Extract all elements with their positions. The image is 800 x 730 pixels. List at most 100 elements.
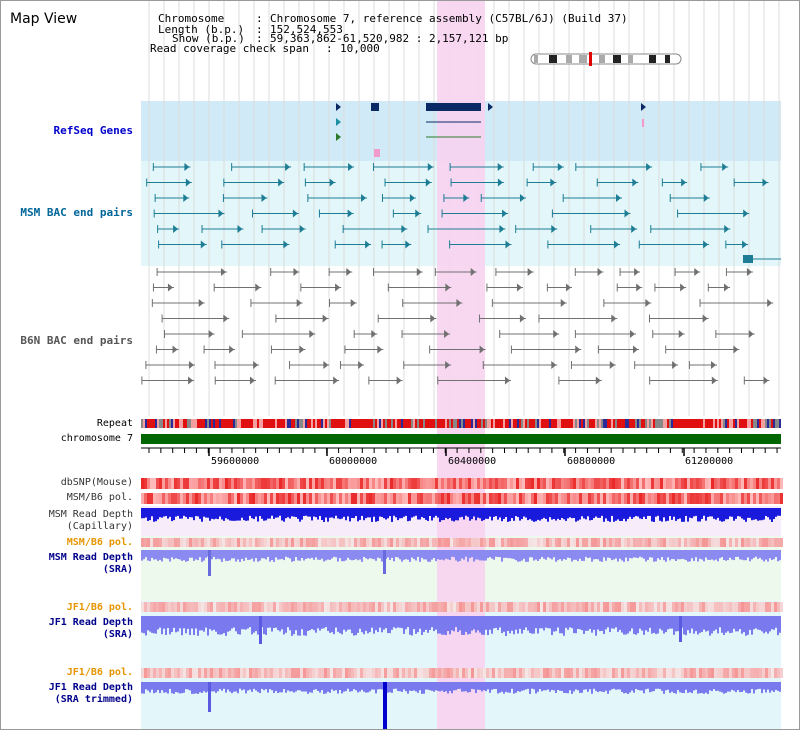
polymorphism-heat-cell (603, 602, 606, 612)
read-depth-bar (585, 508, 587, 520)
repeat-segment (191, 419, 193, 428)
bac-end-arrow-icon (614, 240, 620, 249)
read-depth-bar (333, 616, 335, 635)
polymorphism-heat-cell (774, 493, 777, 504)
polymorphism-heat-cell (366, 478, 369, 489)
polymorphism-heat-cell (351, 668, 354, 678)
bac-end-arrow-icon (299, 345, 305, 354)
read-depth-bar (349, 682, 351, 692)
read-depth-bar (777, 550, 779, 562)
read-depth-bar (765, 550, 767, 560)
polymorphism-heat-cell (345, 478, 348, 489)
read-depth-bar (627, 616, 629, 634)
polymorphism-heat-cell (315, 668, 318, 678)
read-depth-bar (425, 616, 427, 630)
polymorphism-heat-cell (633, 478, 636, 489)
polymorphism-heat-cell (318, 538, 321, 547)
read-depth-bar (745, 550, 747, 561)
polymorphism-heat-cell (237, 602, 240, 612)
read-depth-bar (315, 550, 317, 558)
read-depth-bar (207, 508, 209, 518)
polymorphism-heat-cell (531, 478, 534, 489)
read-depth-bar (751, 508, 753, 521)
repeat-segment (645, 419, 647, 428)
track-label-b6n-bac[interactable]: B6N BAC end pairs (20, 334, 133, 347)
bac-end-arrow-icon (629, 330, 635, 338)
polymorphism-heat-cell (513, 493, 516, 504)
read-depth-bar (575, 508, 577, 522)
read-depth-bar (199, 508, 201, 519)
repeat-segment (175, 419, 177, 428)
polymorphism-heat-cell (345, 538, 348, 547)
polymorphism-heat-cell (303, 602, 306, 612)
repeat-segment (615, 419, 617, 428)
repeat-segment (379, 419, 381, 428)
repeat-segment (251, 419, 253, 428)
read-depth-bar (667, 550, 669, 558)
repeat-segment (513, 419, 515, 428)
polymorphism-heat-cell (570, 602, 573, 612)
read-depth-bar (359, 616, 361, 629)
polymorphism-heat-cell (480, 602, 483, 612)
polymorphism-heat-cell (327, 602, 330, 612)
read-depth-bar (709, 550, 711, 560)
bac-end-arrow-icon (173, 225, 179, 233)
polymorphism-heat-cell (330, 668, 333, 678)
read-depth-bar (769, 682, 771, 693)
read-depth-bar (639, 616, 641, 629)
polymorphism-heat-cell (765, 668, 768, 678)
read-depth-bar (633, 508, 635, 518)
read-depth-bar (389, 682, 391, 693)
polymorphism-heat-cell (630, 478, 633, 489)
read-depth-bar (551, 616, 553, 636)
polymorphism-heat-cell (765, 478, 768, 489)
repeat-segment (481, 419, 483, 428)
polymorphism-heat-cell (243, 493, 246, 504)
polymorphism-heat-cell (672, 493, 675, 504)
polymorphism-heat-cell (687, 668, 690, 678)
polymorphism-heat-cell (714, 493, 717, 504)
read-depth-bar (561, 682, 563, 691)
read-depth-bar (765, 508, 767, 516)
repeat-segment (619, 419, 621, 428)
track-label-jf1-pol-2: JF1/B6 pol. (66, 667, 133, 678)
repeat-segment (403, 419, 405, 428)
read-depth-bar (463, 550, 465, 560)
repeat-segment (709, 419, 711, 428)
repeat-segment (487, 419, 489, 428)
read-depth-bar (719, 616, 721, 628)
read-depth-bar (369, 682, 371, 692)
read-depth-bar (495, 682, 497, 689)
repeat-segment (681, 419, 683, 428)
read-depth-bar (461, 682, 463, 692)
chromosome-band (534, 55, 538, 63)
polymorphism-heat-cell (645, 493, 648, 504)
read-depth-bar (533, 508, 535, 522)
read-depth-bar (299, 682, 301, 691)
polymorphism-heat-cell (204, 538, 207, 547)
polymorphism-heat-cell (537, 493, 540, 504)
polymorphism-heat-cell (666, 493, 669, 504)
polymorphism-heat-cell (276, 478, 279, 489)
track-label-msm-bac[interactable]: MSM BAC end pairs (20, 206, 133, 219)
read-depth-bar (567, 682, 569, 694)
read-depth-bar (201, 682, 203, 693)
polymorphism-heat-cell (291, 538, 294, 547)
polymorphism-heat-cell (519, 493, 522, 504)
polymorphism-heat-cell (531, 538, 534, 547)
polymorphism-heat-cell (579, 478, 582, 489)
read-depth-bar (727, 508, 729, 520)
repeat-segment (155, 419, 157, 428)
read-depth-bar (729, 550, 731, 558)
polymorphism-heat-cell (714, 478, 717, 489)
read-depth-bar (171, 616, 173, 632)
read-depth-bar (529, 682, 531, 694)
repeat-segment (563, 419, 565, 428)
polymorphism-heat-cell (432, 538, 435, 547)
track-label-refseq[interactable]: RefSeq Genes (53, 124, 133, 137)
polymorphism-heat-cell (141, 668, 144, 678)
polymorphism-heat-cell (585, 602, 588, 612)
chromosome-band (613, 55, 621, 63)
repeat-segment (655, 419, 657, 428)
